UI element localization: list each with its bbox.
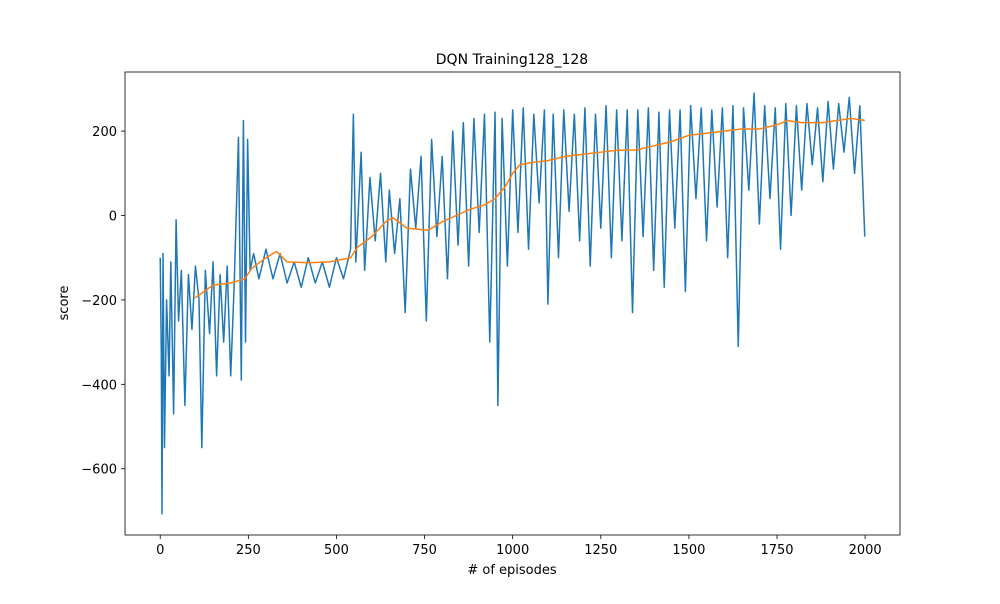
x-tick-label: 1750 xyxy=(760,543,793,558)
y-tick-label: −600 xyxy=(81,463,117,478)
x-tick-label: 1250 xyxy=(584,543,617,558)
y-tick-label: 0 xyxy=(109,210,117,225)
x-tick-label: 1000 xyxy=(496,543,529,558)
x-tick-label: 0 xyxy=(156,543,164,558)
series-line xyxy=(159,92,866,515)
x-tick-label: 500 xyxy=(324,543,349,558)
x-tick-label: 750 xyxy=(412,543,437,558)
y-tick-label: −400 xyxy=(81,378,117,393)
x-tick-label: 250 xyxy=(236,543,261,558)
x-axis-label: # of episodes xyxy=(467,563,557,578)
plot-area xyxy=(159,92,866,515)
y-axis-label: score xyxy=(57,286,72,321)
chart-title: DQN Training128_128 xyxy=(436,52,588,68)
y-tick-label: −200 xyxy=(81,294,117,309)
series-line xyxy=(194,117,865,299)
x-tick-label: 1500 xyxy=(672,543,705,558)
y-tick-label: 200 xyxy=(92,125,117,140)
x-tick-label: 2000 xyxy=(849,543,882,558)
